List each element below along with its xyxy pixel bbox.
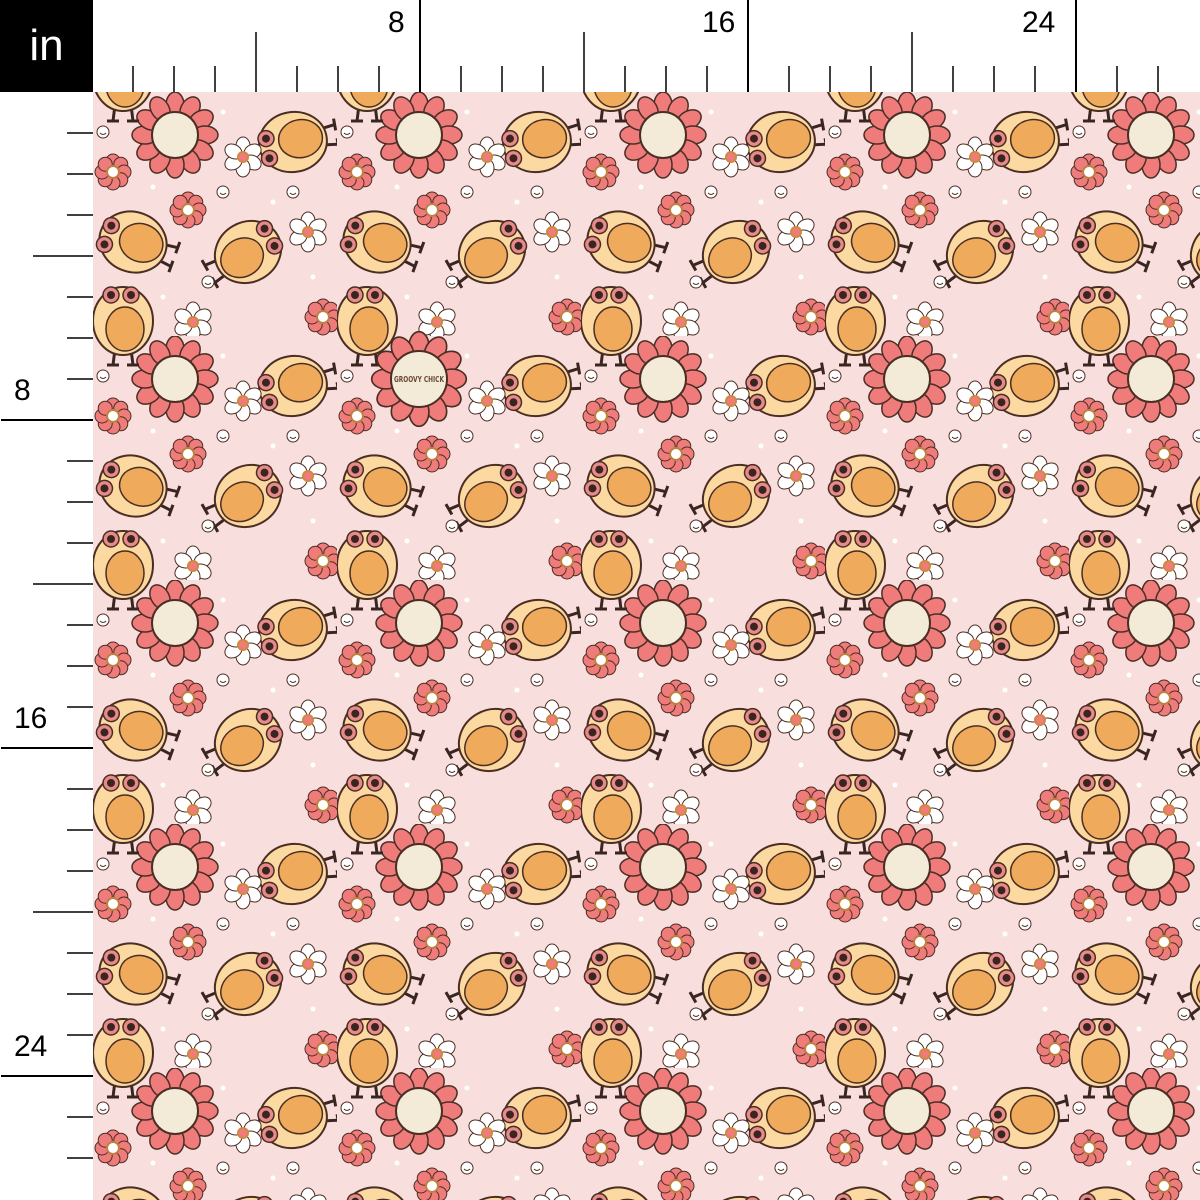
fabric-pattern: GROOVY CHICK	[93, 92, 1200, 1200]
top-ruler-label-16: 16	[702, 6, 736, 39]
left-ruler-label-16: 16	[14, 702, 48, 735]
top-ruler-label-8: 8	[388, 6, 405, 39]
motif-text: GROOVY CHICK	[394, 375, 445, 384]
unit-label: in	[0, 0, 93, 92]
top-ruler-label-24: 24	[1022, 6, 1056, 39]
groovy-chick-flower: GROOVY CHICK	[370, 330, 468, 428]
left-ruler-label-24: 24	[14, 1030, 48, 1063]
left-ruler-label-8: 8	[14, 374, 31, 407]
